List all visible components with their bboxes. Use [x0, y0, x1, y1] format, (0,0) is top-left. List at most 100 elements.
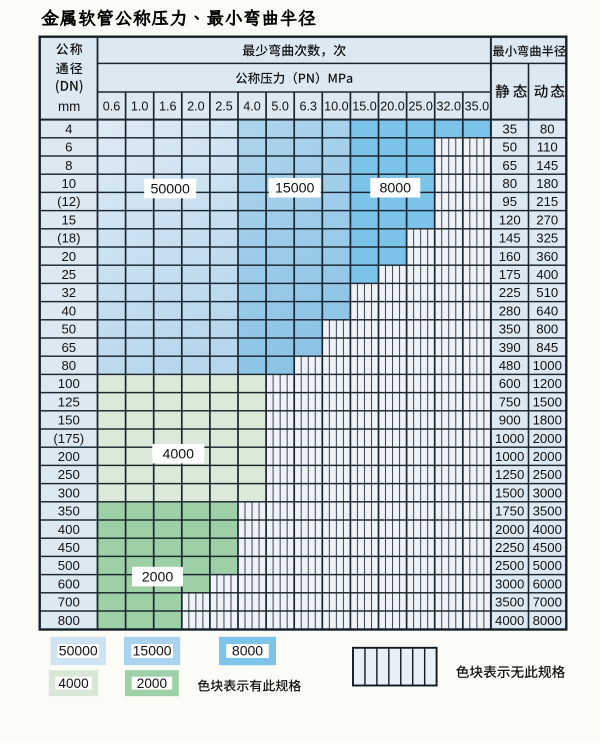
svg-text:0.6: 0.6: [103, 99, 121, 113]
svg-text:50: 50: [502, 140, 517, 155]
svg-text:1500: 1500: [533, 394, 562, 409]
svg-text:120: 120: [499, 212, 521, 227]
svg-text:510: 510: [536, 285, 558, 300]
svg-text:(18): (18): [57, 231, 80, 246]
svg-text:15: 15: [61, 212, 76, 227]
svg-text:4000: 4000: [163, 447, 195, 463]
svg-text:25.0: 25.0: [408, 99, 433, 113]
svg-text:35.0: 35.0: [465, 99, 490, 113]
svg-text:50000: 50000: [59, 643, 98, 659]
svg-text:1250: 1250: [495, 467, 524, 482]
svg-text:1800: 1800: [533, 413, 562, 428]
svg-text:80: 80: [61, 358, 76, 373]
svg-text:110: 110: [537, 140, 558, 155]
svg-text:35: 35: [502, 121, 517, 136]
svg-text:145: 145: [536, 158, 558, 173]
svg-text:400: 400: [536, 267, 558, 282]
svg-text:20: 20: [61, 249, 76, 264]
svg-text:80: 80: [502, 176, 517, 191]
svg-text:95: 95: [502, 194, 517, 209]
svg-text:4000: 4000: [533, 522, 562, 537]
svg-text:200: 200: [58, 449, 80, 464]
svg-text:10.0: 10.0: [324, 99, 349, 113]
svg-text:2500: 2500: [533, 467, 562, 482]
svg-text:1000: 1000: [533, 358, 562, 373]
svg-text:50000: 50000: [150, 182, 190, 198]
svg-text:1.0: 1.0: [131, 99, 149, 113]
svg-text:250: 250: [58, 467, 80, 482]
svg-text:8000: 8000: [232, 643, 263, 659]
svg-text:3500: 3500: [533, 504, 562, 519]
svg-text:8000: 8000: [533, 613, 562, 628]
svg-text:32: 32: [61, 285, 76, 300]
svg-text:150: 150: [58, 413, 80, 428]
svg-text:600: 600: [58, 576, 80, 591]
svg-text:mm: mm: [58, 99, 80, 114]
svg-text:400: 400: [58, 522, 80, 537]
svg-text:225: 225: [499, 285, 521, 300]
svg-text:2.5: 2.5: [215, 99, 233, 113]
svg-text:4500: 4500: [533, 540, 562, 555]
svg-text:15000: 15000: [133, 643, 172, 659]
svg-text:450: 450: [58, 540, 80, 555]
svg-text:65: 65: [502, 158, 517, 173]
svg-text:2000: 2000: [495, 522, 524, 537]
svg-text:600: 600: [499, 376, 521, 391]
svg-text:845: 845: [536, 340, 558, 355]
svg-text:50: 50: [61, 322, 76, 337]
svg-text:100: 100: [58, 376, 80, 391]
svg-text:700: 700: [58, 595, 80, 610]
svg-text:800: 800: [58, 613, 80, 628]
svg-text:175: 175: [499, 267, 521, 282]
svg-text:(12): (12): [57, 194, 80, 209]
svg-text:800: 800: [536, 322, 558, 337]
svg-text:360: 360: [536, 249, 558, 264]
svg-text:2000: 2000: [533, 449, 562, 464]
svg-text:270: 270: [536, 212, 558, 227]
svg-text:2000: 2000: [137, 676, 168, 691]
svg-text:1200: 1200: [533, 376, 562, 391]
svg-text:1000: 1000: [495, 449, 524, 464]
svg-text:2500: 2500: [495, 558, 524, 573]
svg-text:15.0: 15.0: [352, 99, 377, 113]
svg-text:4000: 4000: [58, 676, 89, 691]
svg-text:500: 500: [58, 558, 80, 573]
svg-text:125: 125: [58, 394, 80, 409]
svg-text:4000: 4000: [495, 613, 524, 628]
svg-text:280: 280: [499, 303, 521, 318]
svg-text:1.6: 1.6: [159, 99, 177, 113]
svg-text:145: 145: [499, 231, 521, 246]
svg-text:40: 40: [61, 303, 76, 318]
svg-text:8000: 8000: [380, 181, 412, 197]
svg-text:160: 160: [499, 249, 521, 264]
svg-text:8: 8: [65, 158, 72, 173]
svg-text:1750: 1750: [495, 504, 524, 519]
svg-text:215: 215: [536, 194, 558, 209]
svg-text:6000: 6000: [533, 576, 562, 591]
svg-text:20.0: 20.0: [380, 99, 405, 113]
svg-text:390: 390: [499, 340, 521, 355]
svg-text:6.3: 6.3: [299, 99, 317, 113]
svg-text:2000: 2000: [533, 431, 562, 446]
svg-text:3000: 3000: [495, 576, 524, 591]
svg-text:1500: 1500: [495, 485, 524, 500]
svg-text:480: 480: [499, 358, 521, 373]
svg-text:1000: 1000: [495, 431, 524, 446]
svg-text:640: 640: [536, 303, 558, 318]
svg-text:32.0: 32.0: [436, 99, 461, 113]
svg-text:325: 325: [536, 231, 558, 246]
svg-text:4: 4: [65, 121, 72, 136]
svg-text:2250: 2250: [495, 540, 524, 555]
svg-text:3000: 3000: [533, 485, 562, 500]
svg-text:10: 10: [61, 176, 76, 191]
svg-text:5000: 5000: [533, 558, 562, 573]
svg-text:2.0: 2.0: [187, 99, 205, 113]
svg-text:900: 900: [499, 413, 521, 428]
svg-text:350: 350: [499, 322, 521, 337]
svg-text:80: 80: [540, 121, 555, 136]
svg-text:25: 25: [61, 267, 76, 282]
svg-text:750: 750: [499, 394, 521, 409]
svg-text:180: 180: [536, 176, 558, 191]
svg-text:5.0: 5.0: [271, 99, 289, 113]
svg-text:6: 6: [65, 140, 72, 155]
